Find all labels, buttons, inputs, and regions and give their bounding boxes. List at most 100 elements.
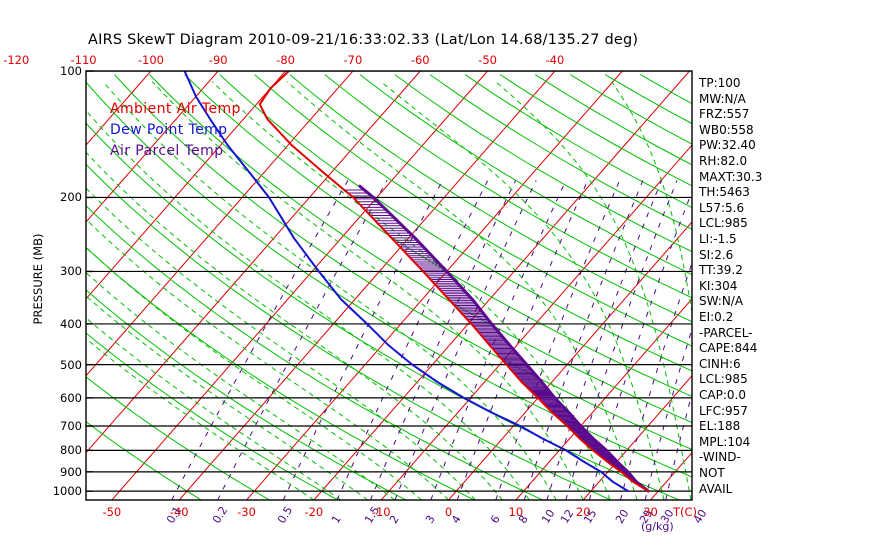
legend-ambient-air-temp: Ambient Air Temp — [110, 101, 241, 117]
moist-adiabat-line — [86, 271, 396, 500]
top-temp-tick-label: -40 — [545, 53, 565, 67]
mixing-ratio-line — [546, 180, 663, 500]
index-readout-lcl: LCL:985 — [699, 372, 748, 387]
dry-adiabat-line — [86, 376, 270, 500]
bottom-temp-tick-label: -30 — [237, 505, 256, 519]
pressure-tick-label: 500 — [60, 357, 82, 372]
moist-adiabat-line — [611, 81, 692, 317]
index-readout-parcel: -PARCEL- — [699, 325, 753, 340]
index-readout-cap: CAP:0.0 — [699, 388, 746, 402]
top-temp-tick-label: -80 — [276, 53, 295, 67]
bottom-temp-tick-label: -50 — [102, 505, 122, 519]
top-temp-tick-label: -60 — [410, 53, 430, 67]
isotherm-line — [86, 71, 421, 454]
index-readout-mpl: MPL:104 — [699, 434, 751, 449]
index-readout-frz: FRZ:557 — [699, 107, 750, 122]
index-readout-cinh: CINH:6 — [699, 356, 741, 371]
moist-adiabat-line — [86, 317, 342, 500]
isotherm-line — [313, 71, 690, 500]
isotherm-line — [86, 71, 152, 146]
bottom-temp-tick-label: 30 — [643, 505, 658, 519]
dry-adiabat-line — [86, 163, 612, 500]
dry-adiabat-line — [429, 74, 692, 230]
index-readout-sw: SW:N/A — [699, 294, 744, 309]
dry-adiabat-line — [149, 74, 692, 424]
index-readout-mw: MW:N/A — [699, 91, 746, 106]
mixing-ratio-line — [171, 180, 349, 500]
isotherm-line — [86, 71, 219, 223]
legend-air-parcel-temp: Air Parcel Temp — [110, 143, 224, 159]
moist-adiabat-line — [380, 81, 665, 500]
index-readout-si: SI:2.6 — [699, 247, 734, 262]
mixing-ratio-line — [217, 180, 388, 500]
index-readout-el: EL:188 — [699, 419, 741, 434]
bottom-temp-tick-label: 20 — [575, 505, 591, 519]
mixing-ratio-line — [523, 180, 644, 500]
temp-axis-label: T(C) — [672, 505, 698, 519]
pressure-tick-label: 300 — [60, 264, 82, 279]
moist-adiabat-line — [86, 109, 530, 500]
bottom-temp-tick-label: 10 — [508, 505, 524, 519]
moist-adiabat-line — [151, 81, 584, 500]
dry-adiabat-line — [86, 289, 407, 500]
sounding-curves — [183, 71, 650, 493]
dry-adiabat-line — [86, 81, 692, 478]
isotherm-line — [0, 71, 16, 500]
mixing-ratio-line — [644, 327, 692, 500]
index-readout-lfc: LFC:957 — [699, 403, 748, 418]
top-temp-tick-label: -100 — [137, 53, 164, 67]
index-readout-tp: TP:100 — [699, 76, 741, 90]
isotherm-line — [86, 71, 286, 300]
dry-adiabat-line — [604, 74, 692, 125]
dry-adiabat-line — [114, 74, 692, 450]
top-temp-tick-label: -70 — [343, 53, 363, 67]
moist-adiabat-line — [86, 246, 422, 500]
index-readout-wb0: WB0:558 — [699, 122, 754, 137]
isotherm-line — [246, 71, 623, 500]
dry-adiabat-line — [394, 74, 692, 253]
mixing-ratio-line — [456, 180, 589, 500]
isotherm-line — [178, 71, 556, 500]
mixing-ratio-line — [588, 190, 692, 500]
index-readout-rh: RH:82.0 — [699, 154, 748, 168]
index-readout-lcl: LCL:985 — [699, 216, 748, 231]
moist-adiabat-line — [86, 151, 503, 500]
cape-shading — [344, 189, 639, 485]
index-readout-not: NOT — [699, 466, 725, 480]
index-readout-cape: CAPE:844 — [699, 341, 758, 356]
top-temp-tick-label: -120 — [3, 53, 30, 67]
mixing-ratio-line — [665, 391, 692, 500]
dry-adiabat-line — [86, 122, 680, 500]
legend-dew-point-temp: Dew Point Temp — [110, 122, 228, 138]
index-readout-pw: PW:32.40 — [699, 138, 756, 153]
index-readout-maxt: MAXT:30.3 — [699, 169, 763, 184]
plot-border — [85, 70, 693, 501]
mixing-ratio-axis-label: (g/kg) — [641, 520, 674, 533]
bottom-temp-tick-label: -10 — [371, 505, 391, 519]
isotherm-line — [650, 451, 692, 500]
index-readout-th: TH:5463 — [699, 185, 750, 200]
moist-adiabat-line — [86, 338, 315, 500]
isotherm-line — [785, 71, 870, 500]
moist-adiabat-line — [86, 187, 476, 500]
isotherm-line — [853, 71, 870, 500]
mixing-ratio-line — [495, 180, 621, 500]
isotherm-line — [111, 71, 488, 500]
index-readout-tt: TT:39.2 — [699, 263, 743, 278]
mixing-ratio-line — [370, 180, 517, 500]
dry-adiabat-line — [359, 74, 692, 276]
pressure-tick-label: 600 — [60, 390, 82, 405]
mixing-ratio-line — [565, 180, 678, 500]
ambient-air-temp-curve — [258, 71, 650, 493]
bottom-temp-tick-label: -40 — [169, 505, 189, 519]
dry-adiabat-line — [324, 74, 692, 299]
pressure-tick-label: 800 — [60, 443, 82, 458]
top-temp-tick-label: -50 — [478, 53, 497, 67]
index-readout-l57: L57:5.6 — [699, 200, 745, 215]
index-readout-ki: KI:304 — [699, 278, 738, 293]
air-parcel-temp-curve — [358, 184, 650, 493]
index-readout-avail: AVAIL — [699, 481, 733, 496]
dry-adiabat-line — [534, 74, 692, 166]
